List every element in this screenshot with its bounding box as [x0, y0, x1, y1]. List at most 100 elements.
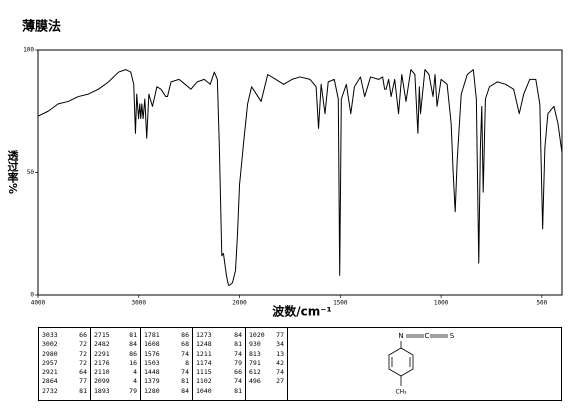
table-row: 496 27 — [249, 377, 284, 386]
x-axis-label: 波数/cm⁻¹ — [272, 304, 332, 319]
wavenumber: 930 — [249, 340, 261, 349]
table-row: 2110 4 — [94, 368, 137, 377]
table-row: 930 34 — [249, 340, 284, 349]
table-row: 813 13 — [249, 350, 284, 359]
wavenumber: 496 — [249, 377, 261, 386]
transmittance: 81 — [79, 386, 87, 395]
table-row: 3002 72 — [42, 340, 87, 349]
transmittance: 74 — [234, 349, 242, 358]
table-row: 2864 77 — [42, 377, 87, 386]
chart-title: 薄膜法 — [22, 19, 61, 35]
y-tick-label: 50 — [27, 169, 35, 176]
transmittance: 64 — [79, 368, 87, 377]
transmittance: 81 — [234, 386, 242, 395]
wavenumber: 1280 — [144, 386, 160, 395]
transmittance: 66 — [79, 331, 87, 339]
transmittance: 84 — [234, 331, 242, 339]
wavenumber: 2176 — [94, 358, 110, 367]
transmittance: 81 — [181, 377, 189, 386]
y-tick-label: 0 — [30, 292, 34, 299]
wavenumber: 2864 — [42, 377, 58, 386]
transmittance: 79 — [234, 358, 242, 367]
wavenumber: 612 — [249, 368, 261, 377]
transmittance: 4 — [133, 368, 137, 377]
transmittance: 66 — [234, 368, 242, 377]
table-row: 2921 64 — [42, 368, 87, 377]
transmittance: 4 — [133, 377, 137, 386]
table-row: 1576 74 — [144, 350, 189, 359]
wavenumber: 1174 — [196, 358, 212, 367]
transmittance: 34 — [276, 340, 284, 349]
transmittance: 86 — [129, 349, 137, 358]
table-column: 1273 84 1248 81 1211 74 1174 79 1115 66 1102 74 1040… — [193, 328, 246, 400]
wavenumber: 2957 — [42, 358, 58, 367]
atom-label: S — [450, 332, 455, 340]
x-tick-label: 3000 — [132, 300, 147, 307]
wavenumber: 2980 — [42, 349, 58, 358]
wavenumber: 1608 — [144, 340, 160, 349]
wavenumber: 2110 — [94, 368, 110, 377]
table-row: 1893 79 — [94, 387, 137, 396]
table-row: 1248 81 — [196, 340, 242, 349]
transmittance: 84 — [181, 386, 189, 395]
table-row: 1020 77 — [249, 331, 284, 340]
table-row: 1174 79 — [196, 359, 242, 368]
wavenumber: 1273 — [196, 331, 212, 339]
wavenumber: 2482 — [94, 340, 110, 349]
structure: N C S CH₃ — [288, 328, 561, 400]
x-tick-label: 4000 — [31, 300, 46, 307]
table-column: 1781 86 1608 68 1576 74 1503 8 1448 74 1379 81 1280 8… — [141, 328, 193, 400]
transmittance: 72 — [79, 358, 87, 367]
table-row: 791 42 — [249, 359, 284, 368]
spectrum-line — [37, 69, 563, 286]
table-row: 1608 68 — [144, 340, 189, 349]
transmittance: 74 — [181, 349, 189, 358]
wavenumber: 1115 — [196, 368, 212, 377]
wavenumber: 2921 — [42, 368, 58, 377]
wavenumber: 2732 — [42, 386, 58, 395]
transmittance: 72 — [79, 349, 87, 358]
wavenumber: 1102 — [196, 377, 212, 386]
transmittance: 72 — [79, 340, 87, 349]
x-tick-label: 1000 — [434, 300, 449, 307]
x-tick-label: 500 — [536, 300, 547, 307]
wavenumber: 791 — [249, 358, 261, 367]
wavenumber: 1781 — [144, 331, 160, 339]
transmittance: 16 — [129, 358, 137, 367]
transmittance: 77 — [79, 377, 87, 386]
transmittance: 81 — [234, 340, 242, 349]
table-row: 2957 72 — [42, 359, 87, 368]
table-row: 1781 86 — [144, 331, 189, 340]
wavenumber: 1448 — [144, 368, 160, 377]
wavenumber: 3033 — [42, 331, 58, 339]
table-row: 2291 86 — [94, 350, 137, 359]
transmittance: 74 — [234, 377, 242, 386]
table-row: 1448 74 — [144, 368, 189, 377]
table-row: 2732 81 — [42, 387, 87, 396]
table-row: 2099 4 — [94, 377, 137, 386]
transmittance: 68 — [181, 340, 189, 349]
wavenumber: 2715 — [94, 331, 110, 339]
transmittance: 27 — [276, 377, 284, 386]
x-tick-label: 2000 — [232, 300, 247, 307]
y-axis-label: 透过率% — [6, 150, 19, 194]
table-row: 3033 66 — [42, 331, 87, 340]
table-row: 1503 8 — [144, 359, 189, 368]
wavenumber: 2291 — [94, 349, 110, 358]
transmittance: 74 — [181, 368, 189, 377]
table-row: 2176 16 — [94, 359, 137, 368]
peak-table: 3033 66 3002 72 2980 72 2957 72 2921 64 2864 77 2732… — [38, 327, 562, 401]
wavenumber: 1379 — [144, 377, 160, 386]
y-tick-label: 100 — [23, 47, 34, 54]
transmittance: 84 — [129, 340, 137, 349]
transmittance: 79 — [129, 386, 137, 395]
transmittance: 81 — [129, 331, 137, 339]
transmittance: 77 — [276, 331, 284, 339]
table-row: 2715 81 — [94, 331, 137, 340]
table-column: 1020 77 930 34 813 13 791 42 612 74 496 27 — [246, 328, 288, 400]
table-row: 1379 81 — [144, 377, 189, 386]
wavenumber: 813 — [249, 349, 261, 358]
table-row: 2980 72 — [42, 350, 87, 359]
